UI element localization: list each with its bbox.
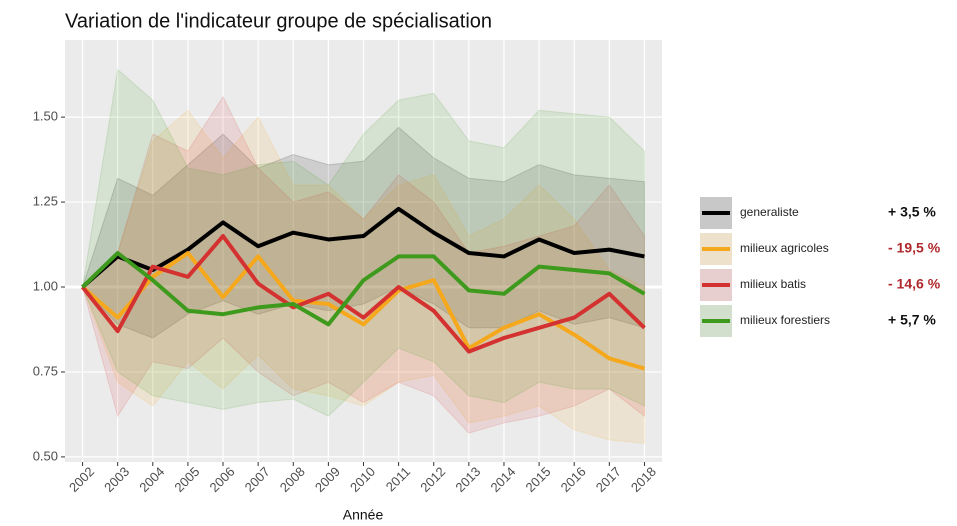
legend-change: - 19,5 % bbox=[888, 240, 941, 256]
x-tick-label: 2008 bbox=[277, 464, 308, 495]
y-tick-label: 1.00 bbox=[33, 278, 58, 293]
x-tick-label: 2010 bbox=[347, 464, 378, 495]
x-tick-label: 2004 bbox=[136, 464, 167, 495]
x-tick-label: 2006 bbox=[207, 464, 238, 495]
x-tick-label: 2005 bbox=[171, 464, 202, 495]
legend-change: + 5,7 % bbox=[888, 312, 936, 328]
legend-label: milieux forestiers bbox=[740, 313, 830, 327]
confidence-band bbox=[81, 109, 645, 444]
x-tick-label: 2007 bbox=[242, 464, 273, 495]
legend-label: milieux batis bbox=[740, 277, 806, 291]
x-tick-label: 2013 bbox=[452, 464, 483, 495]
series-line bbox=[80, 234, 646, 354]
x-tick-label: 2012 bbox=[417, 464, 448, 495]
legend-change: + 3,5 % bbox=[888, 204, 936, 220]
series-line bbox=[81, 206, 645, 289]
y-tick-label: 1.25 bbox=[33, 194, 58, 209]
x-tick-label: 2002 bbox=[66, 464, 97, 495]
x-tick-label: 2016 bbox=[558, 464, 589, 495]
series-line bbox=[81, 251, 646, 327]
legend-label: generaliste bbox=[740, 205, 799, 219]
x-axis-label: Année bbox=[343, 507, 384, 523]
x-tick-label: 2014 bbox=[487, 464, 518, 495]
x-tick-label: 2017 bbox=[593, 464, 624, 495]
x-tick-label: 2011 bbox=[383, 464, 413, 494]
y-tick-label: 0.75 bbox=[33, 363, 58, 378]
y-tick-label: 1.50 bbox=[33, 109, 58, 124]
legend-label: milieux agricoles bbox=[740, 241, 829, 255]
chart-title: Variation de l'indicateur groupe de spéc… bbox=[65, 10, 492, 32]
x-tick-label: 2018 bbox=[628, 464, 659, 495]
x-tick-label: 2015 bbox=[523, 464, 554, 495]
series-line bbox=[81, 251, 645, 371]
y-tick-label: 0.50 bbox=[33, 448, 58, 463]
x-tick-label: 2009 bbox=[312, 464, 343, 495]
legend-change: - 14,6 % bbox=[888, 276, 941, 292]
x-tick-label: 2003 bbox=[101, 464, 132, 495]
